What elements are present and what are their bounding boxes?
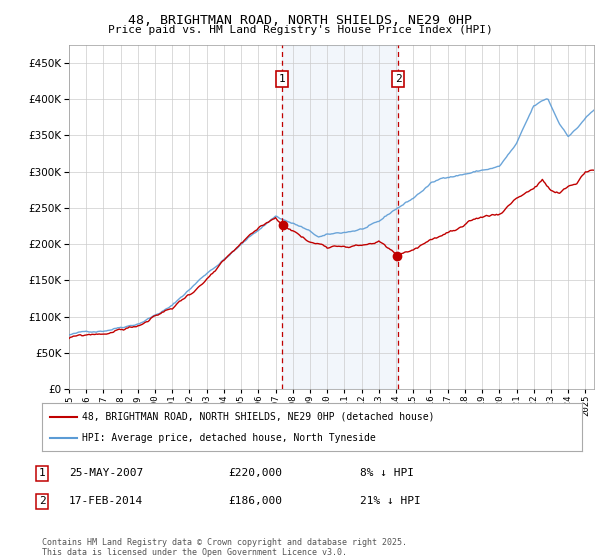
Text: Price paid vs. HM Land Registry's House Price Index (HPI): Price paid vs. HM Land Registry's House …: [107, 25, 493, 35]
Text: HPI: Average price, detached house, North Tyneside: HPI: Average price, detached house, Nort…: [83, 433, 376, 444]
Text: 25-MAY-2007: 25-MAY-2007: [69, 468, 143, 478]
Text: 48, BRIGHTMAN ROAD, NORTH SHIELDS, NE29 0HP: 48, BRIGHTMAN ROAD, NORTH SHIELDS, NE29 …: [128, 14, 472, 27]
Text: 1: 1: [279, 74, 286, 84]
Text: 2: 2: [395, 74, 401, 84]
Text: Contains HM Land Registry data © Crown copyright and database right 2025.
This d: Contains HM Land Registry data © Crown c…: [42, 538, 407, 557]
Text: £186,000: £186,000: [228, 496, 282, 506]
Text: 17-FEB-2014: 17-FEB-2014: [69, 496, 143, 506]
Text: 48, BRIGHTMAN ROAD, NORTH SHIELDS, NE29 0HP (detached house): 48, BRIGHTMAN ROAD, NORTH SHIELDS, NE29 …: [83, 412, 435, 422]
Text: 8% ↓ HPI: 8% ↓ HPI: [360, 468, 414, 478]
Bar: [282, 45, 398, 389]
Text: £220,000: £220,000: [228, 468, 282, 478]
Text: 1: 1: [38, 468, 46, 478]
Text: 21% ↓ HPI: 21% ↓ HPI: [360, 496, 421, 506]
Text: 2: 2: [38, 496, 46, 506]
